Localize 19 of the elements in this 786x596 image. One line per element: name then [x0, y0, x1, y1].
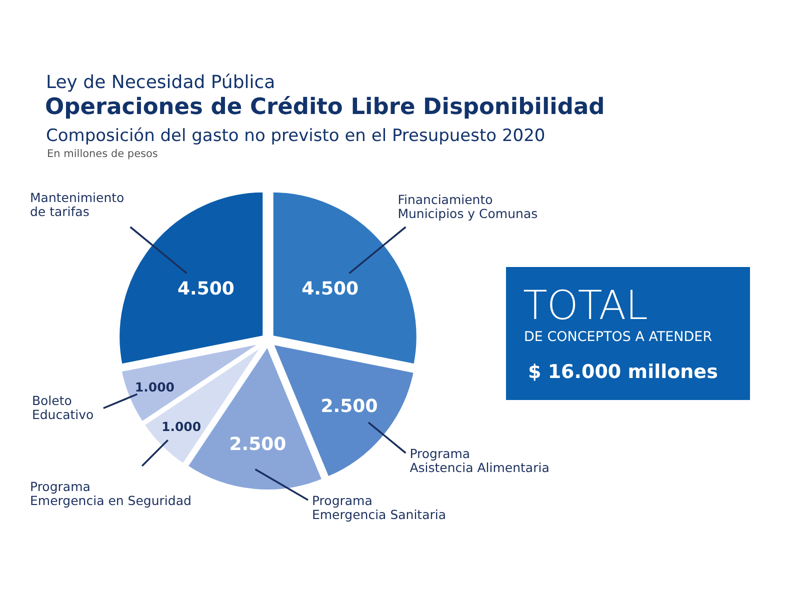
data-label: 1.000 [162, 419, 202, 434]
text: TOTAL [523, 283, 648, 329]
slice-label: Boleto Educativo [32, 393, 94, 422]
chart-title: Operaciones de Crédito Libre Disponibilidad [45, 94, 605, 120]
text: Ley de Necesidad Pública [46, 72, 276, 93]
data-label: 4.500 [302, 278, 359, 300]
slice-label: Financiamiento Municipios y Comunas [398, 192, 538, 221]
slice-label: Mantenimiento de tarifas [30, 190, 124, 219]
text: En millones de pesos [47, 148, 158, 160]
slice-label: Programa Emergencia en Seguridad [30, 478, 192, 508]
slice-label: Programa Asistencia Alimentaria [410, 446, 550, 475]
data-label: 2.500 [320, 396, 378, 418]
data-label: 4.500 [177, 278, 234, 300]
data-label: 1.000 [134, 379, 175, 394]
text: $ 16.000 millones [528, 361, 718, 383]
text: DE CONCEPTOS A ATENDER [524, 329, 712, 345]
slice-label: Programa Emergencia Sanitaria [312, 492, 446, 522]
chart-subtitle: Composición del gasto no previsto en el Presupuesto 2020 [46, 126, 546, 146]
data-label: 2.500 [229, 434, 286, 456]
